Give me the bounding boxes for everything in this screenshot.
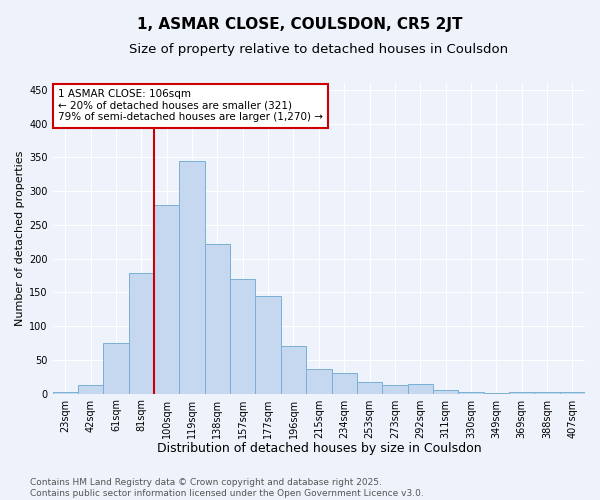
Bar xyxy=(509,392,535,394)
Bar xyxy=(281,346,306,394)
Text: 1, ASMAR CLOSE, COULSDON, CR5 2JT: 1, ASMAR CLOSE, COULSDON, CR5 2JT xyxy=(137,18,463,32)
Bar xyxy=(382,386,407,394)
Bar xyxy=(484,393,509,394)
Bar xyxy=(357,382,382,394)
Bar xyxy=(230,279,256,394)
Bar xyxy=(205,244,230,394)
Bar xyxy=(560,392,585,394)
Bar xyxy=(535,392,560,394)
Bar xyxy=(179,160,205,394)
Bar xyxy=(458,392,484,394)
X-axis label: Distribution of detached houses by size in Coulsdon: Distribution of detached houses by size … xyxy=(157,442,481,455)
Bar xyxy=(154,204,179,394)
Bar xyxy=(78,386,103,394)
Bar xyxy=(306,368,332,394)
Bar xyxy=(332,374,357,394)
Bar xyxy=(433,390,458,394)
Bar xyxy=(129,274,154,394)
Bar xyxy=(256,296,281,394)
Bar xyxy=(103,343,129,394)
Bar xyxy=(407,384,433,394)
Y-axis label: Number of detached properties: Number of detached properties xyxy=(15,150,25,326)
Text: 1 ASMAR CLOSE: 106sqm
← 20% of detached houses are smaller (321)
79% of semi-det: 1 ASMAR CLOSE: 106sqm ← 20% of detached … xyxy=(58,90,323,122)
Title: Size of property relative to detached houses in Coulsdon: Size of property relative to detached ho… xyxy=(129,42,508,56)
Bar xyxy=(53,392,78,394)
Text: Contains HM Land Registry data © Crown copyright and database right 2025.
Contai: Contains HM Land Registry data © Crown c… xyxy=(30,478,424,498)
